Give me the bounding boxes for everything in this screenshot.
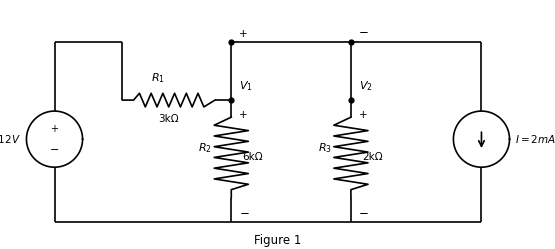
Text: +: + [51, 124, 58, 134]
Text: $V_2$: $V_2$ [359, 79, 373, 93]
Text: $I = 2$mA: $I = 2$mA [515, 133, 555, 145]
Text: Figure 1: Figure 1 [254, 234, 301, 247]
Text: 6kΩ: 6kΩ [242, 152, 263, 162]
Text: −: − [50, 145, 59, 155]
Text: $V = 12$V: $V = 12$V [0, 133, 21, 145]
Text: −: − [239, 207, 249, 220]
Text: +: + [239, 29, 248, 39]
Text: −: − [359, 207, 369, 220]
Text: $V_1$: $V_1$ [239, 79, 253, 93]
Text: $R_3$: $R_3$ [318, 141, 332, 155]
Text: $R_1$: $R_1$ [151, 72, 165, 85]
Text: $R_2$: $R_2$ [198, 141, 212, 155]
Text: +: + [359, 110, 368, 120]
Text: 2kΩ: 2kΩ [362, 152, 382, 162]
Text: +: + [239, 110, 248, 120]
Text: −: − [359, 26, 369, 39]
Text: 3kΩ: 3kΩ [158, 114, 179, 124]
